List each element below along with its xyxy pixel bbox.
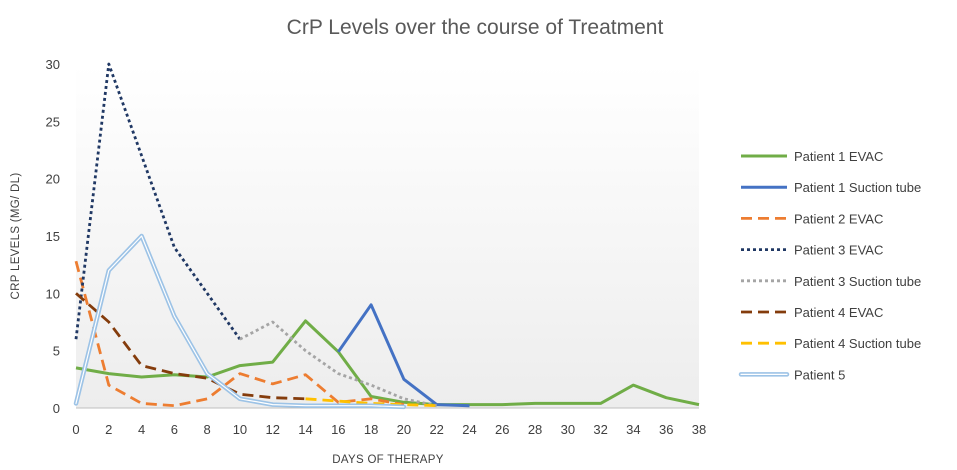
x-tick-label: 32	[593, 422, 607, 437]
series-line-patient-1-suction-tube	[337, 303, 470, 408]
x-tick-label: 0	[72, 422, 79, 437]
y-axis-title: CRP LEVELS (MG/ DL)	[10, 173, 22, 300]
x-tick-label: 10	[233, 422, 247, 437]
x-tick-label: 28	[528, 422, 542, 437]
legend-item-label: Patient 5	[794, 367, 845, 382]
x-tick-label: 12	[266, 422, 280, 437]
series-line-patient-5-inner	[75, 235, 405, 408]
x-axis-title: DAYS OF THERAPY	[332, 454, 443, 466]
series-line-patient-3-suction-tube	[239, 320, 437, 408]
legend-item-label: Patient 3 Suction tube	[794, 274, 921, 289]
x-tick-label: 36	[659, 422, 673, 437]
legend-item-label: Patient 1 Suction tube	[794, 180, 921, 195]
y-tick-label: 10	[46, 286, 60, 301]
series-line-patient-4-suction-tube	[305, 397, 437, 408]
legend-item-label: Patient 4 EVAC	[794, 305, 883, 320]
legend-item-label: Patient 1 EVAC	[794, 149, 883, 164]
x-tick-label: 22	[429, 422, 443, 437]
y-tick-label: 15	[46, 229, 60, 244]
legend: Patient 1 EVAC Patient 1 Suction tube Pati…	[738, 149, 921, 382]
series-line-patient-4-evac	[75, 292, 306, 401]
y-tick-label: 25	[46, 114, 60, 129]
y-tick-label: 5	[53, 344, 60, 359]
legend-item-label: Patient 4 Suction tube	[794, 336, 921, 351]
x-tick-label: 6	[171, 422, 178, 437]
x-tick-label: 20	[397, 422, 411, 437]
plot-area	[76, 64, 699, 408]
series-line-patient-3-evac	[74, 62, 242, 341]
x-tick-label: 30	[561, 422, 575, 437]
x-tick-label: 4	[138, 422, 145, 437]
x-tick-label: 38	[692, 422, 706, 437]
x-tick-label: 2	[105, 422, 112, 437]
y-tick-label: 20	[46, 172, 60, 187]
x-tick-label: 34	[626, 422, 640, 437]
x-tick-label: 16	[331, 422, 345, 437]
chart-title: CrP Levels over the course of Treatment	[287, 16, 664, 39]
axes: 0 2 4 6 8 10 12 14 16 18 20 22 24 26 28 30 32 34 36 3805101…	[46, 57, 707, 437]
x-tick-label: 8	[204, 422, 211, 437]
y-tick-label: 30	[46, 57, 60, 72]
legend-item-label: Patient 2 EVAC	[794, 211, 883, 226]
x-tick-label: 26	[495, 422, 509, 437]
y-tick-label: 0	[53, 401, 60, 416]
x-tick-label: 18	[364, 422, 378, 437]
x-tick-label: 14	[298, 422, 312, 437]
series-layer	[73, 62, 700, 410]
legend-item-label: Patient 3 EVAC	[794, 243, 883, 258]
x-tick-label: 24	[462, 422, 476, 437]
